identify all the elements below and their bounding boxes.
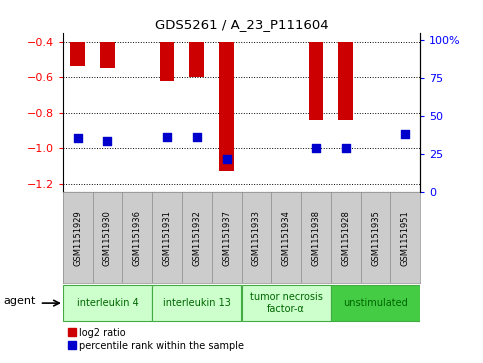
Bar xyxy=(159,41,174,81)
Text: GSM1151936: GSM1151936 xyxy=(133,210,142,266)
Text: GSM1151933: GSM1151933 xyxy=(252,210,261,266)
Text: interleukin 13: interleukin 13 xyxy=(163,298,231,308)
Point xyxy=(163,134,171,139)
Bar xyxy=(219,41,234,171)
Bar xyxy=(242,285,331,321)
Bar xyxy=(338,41,353,120)
Point xyxy=(223,156,230,162)
Text: tumor necrosis
factor-α: tumor necrosis factor-α xyxy=(250,292,323,314)
Text: GSM1151928: GSM1151928 xyxy=(341,210,350,266)
Point xyxy=(104,138,112,144)
Text: GSM1151951: GSM1151951 xyxy=(401,210,410,266)
Bar xyxy=(63,285,152,321)
Text: GSM1151937: GSM1151937 xyxy=(222,210,231,266)
Text: agent: agent xyxy=(3,296,36,306)
Point xyxy=(193,134,201,139)
Text: unstimulated: unstimulated xyxy=(343,298,408,308)
Point xyxy=(74,135,82,141)
Title: GDS5261 / A_23_P111604: GDS5261 / A_23_P111604 xyxy=(155,19,328,32)
Bar xyxy=(189,41,204,77)
Bar xyxy=(309,41,324,120)
Legend: log2 ratio, percentile rank within the sample: log2 ratio, percentile rank within the s… xyxy=(68,328,244,351)
Text: GSM1151935: GSM1151935 xyxy=(371,210,380,266)
Bar xyxy=(100,41,115,68)
Text: GSM1151931: GSM1151931 xyxy=(163,210,171,266)
Text: GSM1151930: GSM1151930 xyxy=(103,210,112,266)
Text: GSM1151932: GSM1151932 xyxy=(192,210,201,266)
Text: interleukin 4: interleukin 4 xyxy=(77,298,138,308)
Bar xyxy=(152,285,242,321)
Text: GSM1151938: GSM1151938 xyxy=(312,210,320,266)
Bar xyxy=(70,41,85,66)
Text: GSM1151934: GSM1151934 xyxy=(282,210,291,266)
Point xyxy=(312,145,320,151)
Point xyxy=(342,145,350,151)
Bar xyxy=(331,285,420,321)
Text: GSM1151929: GSM1151929 xyxy=(73,210,82,266)
Point xyxy=(401,131,409,137)
